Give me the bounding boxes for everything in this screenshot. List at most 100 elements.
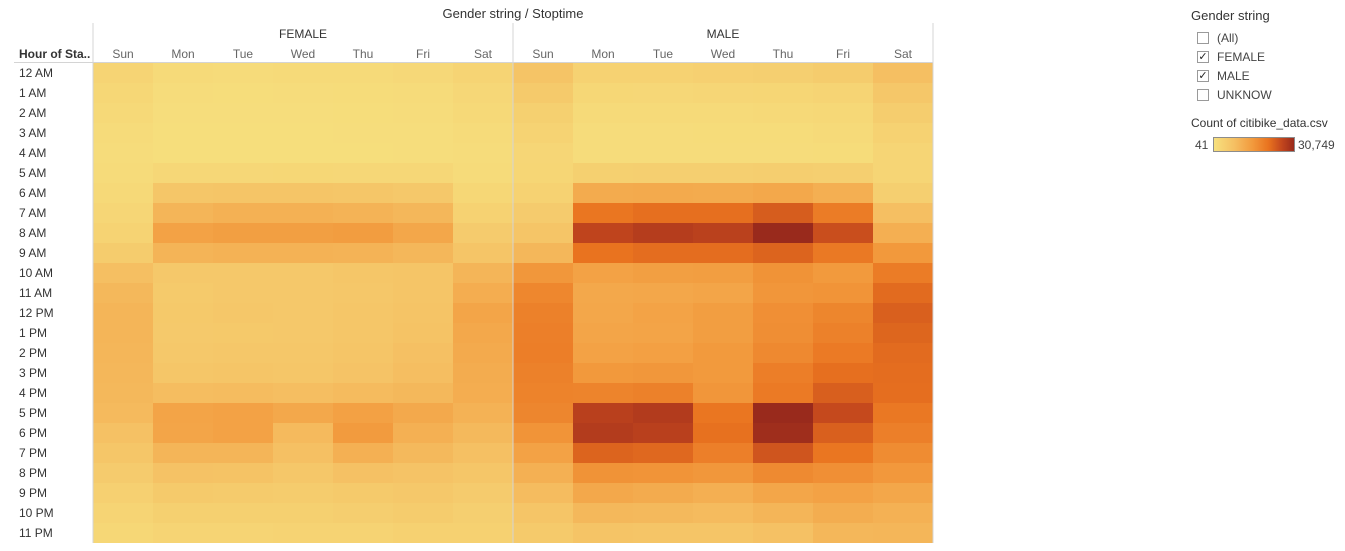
column-label: Sat [894, 47, 913, 61]
heatmap-cell [153, 303, 213, 323]
heatmap-cell [93, 523, 153, 543]
panel-header-male: MALE [707, 27, 740, 41]
heatmap-cell [873, 523, 933, 543]
heatmap-cell [213, 483, 273, 503]
checkbox-all[interactable] [1197, 32, 1209, 44]
filter-item-unknow[interactable]: UNKNOW [1197, 86, 1272, 104]
heatmap-cell [93, 443, 153, 463]
heatmap-cell [573, 63, 633, 83]
heatmap-cell [693, 423, 753, 443]
heatmap-cell [573, 503, 633, 523]
heatmap-cell [213, 63, 273, 83]
heatmap-cell [633, 263, 693, 283]
heatmap-cell [93, 223, 153, 243]
heatmap-cell [453, 503, 513, 523]
heatmap-cell [453, 63, 513, 83]
heatmap-cell [573, 203, 633, 223]
heatmap-cell [513, 63, 573, 83]
column-label: Sun [532, 47, 553, 61]
heatmap-cell [513, 103, 573, 123]
heatmap-cell [753, 423, 813, 443]
heatmap-cell [153, 523, 213, 543]
column-label: Mon [591, 47, 614, 61]
heatmap-cell [873, 363, 933, 383]
row-label: 9 PM [19, 486, 47, 500]
heatmap-cell [393, 363, 453, 383]
heatmap-cell [573, 443, 633, 463]
heatmap-cell [573, 143, 633, 163]
heatmap-cell [753, 363, 813, 383]
heatmap-cell [213, 183, 273, 203]
color-legend-min: 41 [1195, 138, 1209, 152]
heatmap-cell [693, 443, 753, 463]
heatmap-cell [813, 403, 873, 423]
heatmap-cell [753, 143, 813, 163]
heatmap-cell [93, 403, 153, 423]
heatmap-cell [153, 143, 213, 163]
heatmap-cell [573, 283, 633, 303]
column-label: Tue [653, 47, 674, 61]
heatmap-cell [633, 423, 693, 443]
heatmap-cell [213, 323, 273, 343]
heatmap-cell [153, 483, 213, 503]
column-label: Wed [291, 47, 315, 61]
heatmap-cell [333, 463, 393, 483]
heatmap-cell [873, 503, 933, 523]
heatmap-cell [153, 283, 213, 303]
heatmap-cell [693, 63, 753, 83]
filter-item-male[interactable]: ✓ MALE [1197, 67, 1250, 85]
heatmap-cell [633, 143, 693, 163]
heatmap-cell [93, 323, 153, 343]
checkbox-male[interactable]: ✓ [1197, 70, 1209, 82]
checkbox-female[interactable]: ✓ [1197, 51, 1209, 63]
heatmap-cell [453, 463, 513, 483]
column-label: Fri [416, 47, 430, 61]
heatmap-cell [273, 263, 333, 283]
checkbox-unknow[interactable] [1197, 89, 1209, 101]
heatmap-cell [573, 243, 633, 263]
heatmap-cell [513, 323, 573, 343]
heatmap-cell [213, 463, 273, 483]
heatmap-cell [393, 103, 453, 123]
heatmap-cell [633, 123, 693, 143]
heatmap-cell [153, 503, 213, 523]
heatmap-cell [513, 343, 573, 363]
heatmap-cell [633, 343, 693, 363]
heatmap-cell [393, 163, 453, 183]
heatmap-cell [513, 423, 573, 443]
heatmap-cell [873, 183, 933, 203]
heatmap-cell [873, 443, 933, 463]
heatmap-cell [453, 283, 513, 303]
heatmap-cell [693, 183, 753, 203]
filter-item-female[interactable]: ✓ FEMALE [1197, 48, 1265, 66]
row-label: 2 PM [19, 346, 47, 360]
heatmap-cell [573, 123, 633, 143]
heatmap-cell [813, 523, 873, 543]
heatmap-cell [93, 423, 153, 443]
heatmap-cell [513, 443, 573, 463]
heatmap-cell [393, 523, 453, 543]
heatmap-cell [393, 63, 453, 83]
row-label: 11 AM [19, 286, 52, 300]
row-label: 7 PM [19, 446, 47, 460]
heatmap-cell [813, 63, 873, 83]
heatmap-cell [453, 143, 513, 163]
heatmap-cell [513, 163, 573, 183]
heatmap-cell [753, 243, 813, 263]
heatmap-cell [693, 483, 753, 503]
heatmap-cell [333, 123, 393, 143]
heatmap-cell [633, 103, 693, 123]
filter-label-unknow: UNKNOW [1217, 88, 1272, 102]
heatmap-cell [333, 283, 393, 303]
heatmap-cell [273, 483, 333, 503]
heatmap-cell [753, 463, 813, 483]
heatmap-cell [213, 363, 273, 383]
heatmap-cell [813, 123, 873, 143]
heatmap-cell [633, 483, 693, 503]
row-label: 6 PM [19, 426, 47, 440]
heatmap-cell [153, 63, 213, 83]
filter-item-all[interactable]: (All) [1197, 29, 1238, 47]
heatmap-cell [393, 503, 453, 523]
heatmap-cell [633, 283, 693, 303]
heatmap-cell [633, 303, 693, 323]
